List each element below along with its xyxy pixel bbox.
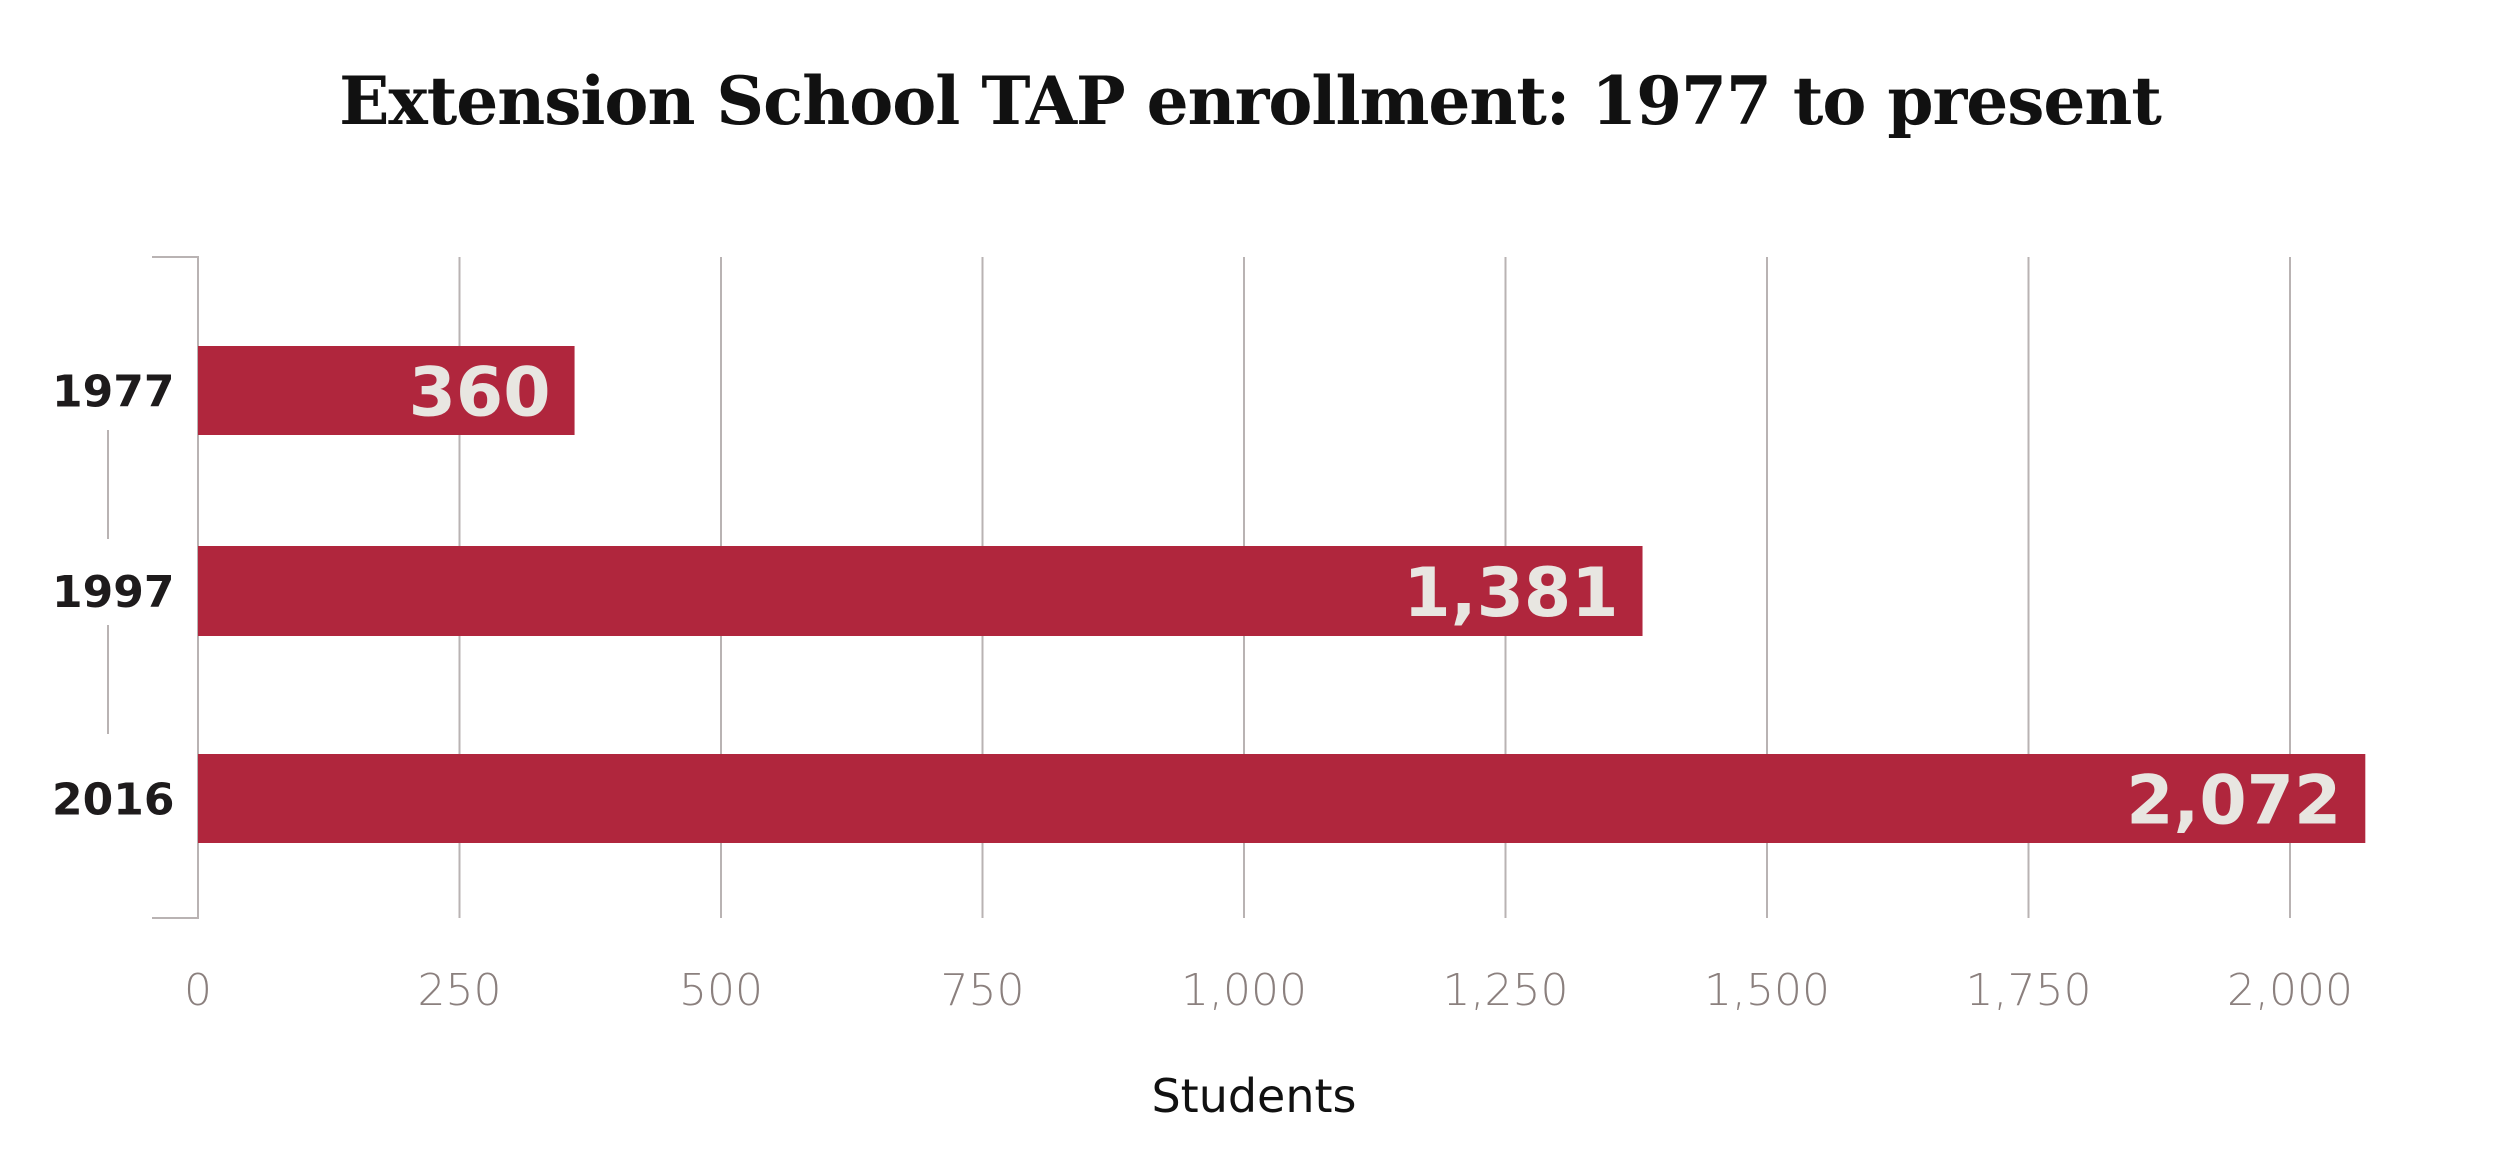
y-category-label: 2016 [52, 775, 174, 826]
x-tick-label: 0 [184, 965, 212, 1016]
x-tick-label: 500 [679, 965, 763, 1016]
y-category-label: 1997 [52, 567, 174, 618]
bar-2016 [198, 754, 2366, 843]
chart-title: Extension School TAP enrollment: 1977 to… [339, 62, 2162, 140]
x-axis-title: Students [1151, 1069, 1356, 1123]
bar-value-label: 2,072 [2126, 762, 2341, 841]
bar-1997 [198, 546, 1643, 636]
bar-1977 [198, 346, 575, 435]
x-tick-label: 1,500 [1704, 965, 1830, 1016]
x-tick-label: 250 [418, 965, 502, 1016]
y-category-label: 1977 [52, 367, 174, 418]
x-tick-label: 1,750 [1966, 965, 2092, 1016]
x-tick-label: 1,000 [1181, 965, 1307, 1016]
x-tick-label: 2,000 [2227, 965, 2353, 1016]
bar-value-label: 1,381 [1403, 554, 1618, 633]
x-tick-label: 1,250 [1443, 965, 1569, 1016]
bar-value-label: 360 [409, 354, 551, 433]
x-tick-label: 750 [941, 965, 1025, 1016]
